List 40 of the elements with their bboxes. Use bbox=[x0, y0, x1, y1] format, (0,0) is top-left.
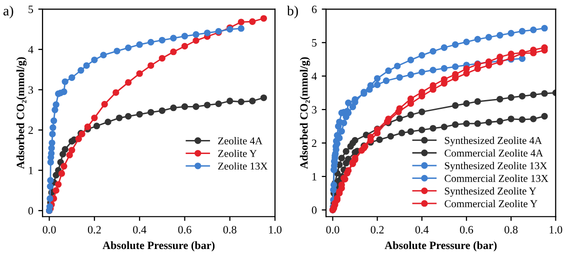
legend-label: Zeolite 4A bbox=[218, 137, 262, 144]
x-tick-label: 1.0 bbox=[550, 226, 562, 234]
y-tick-label: 3 bbox=[28, 86, 34, 94]
x-tick-label: 0.4 bbox=[415, 226, 429, 234]
x-axis-title: Absolute Pressure (bar) bbox=[384, 241, 497, 252]
x-tick-label: 0.2 bbox=[370, 226, 384, 234]
y-tick-label: 2 bbox=[28, 126, 33, 134]
y-tick-label: 3 bbox=[312, 106, 317, 114]
x-tick-label: 0.4 bbox=[133, 226, 146, 234]
x-tick-label: 0.8 bbox=[223, 226, 236, 234]
x-axis-title: Absolute Pressure (bar) bbox=[102, 241, 215, 252]
x-tick-label: 0.6 bbox=[460, 226, 474, 234]
y-tick-label: 6 bbox=[312, 6, 317, 14]
y-tick-label: 5 bbox=[312, 39, 317, 47]
legend-label: Zeolite Y bbox=[218, 150, 257, 158]
x-tick-label: 0.2 bbox=[88, 226, 101, 234]
x-tick-label: 0.8 bbox=[504, 226, 518, 234]
y-tick-label: 2 bbox=[312, 140, 316, 147]
y-tick-label: 0 bbox=[28, 207, 34, 215]
y-tick-label: 5 bbox=[28, 6, 34, 14]
chart-title: b) bbox=[286, 6, 298, 18]
x-tick-label: 0.6 bbox=[178, 226, 192, 234]
legend-label: Synthesized Zeolite 13X bbox=[444, 162, 548, 172]
legend-label: Commercial Zeolite 13X bbox=[444, 174, 548, 182]
y-tick-label: 1 bbox=[312, 172, 316, 180]
x-tick-label: 0.0 bbox=[326, 226, 340, 234]
legend-label: Commercial Zeolite 4A bbox=[444, 149, 544, 157]
y-tick-label: 1 bbox=[28, 166, 33, 174]
chart-title: a) bbox=[3, 6, 14, 18]
y-tick-label: 4 bbox=[28, 46, 34, 54]
legend-label: Commercial Zeolite Y bbox=[444, 200, 538, 208]
legend-label: Zeolite 13X bbox=[218, 162, 268, 170]
x-tick-label: 1.0 bbox=[269, 226, 282, 234]
y-tick-label: 0 bbox=[312, 206, 317, 214]
y-axis-title: Adsorbed CO₂(mmol/g) bbox=[300, 57, 310, 169]
legend-label: Synthesized Zeolite 4A bbox=[444, 136, 542, 146]
legend-label: Synthesized Zeolite Y bbox=[444, 187, 536, 197]
x-tick-label: 0.0 bbox=[42, 226, 56, 234]
y-tick-label: 4 bbox=[312, 72, 317, 80]
y-axis-title: Adsorbed CO₂(mmol/g) bbox=[16, 57, 27, 169]
